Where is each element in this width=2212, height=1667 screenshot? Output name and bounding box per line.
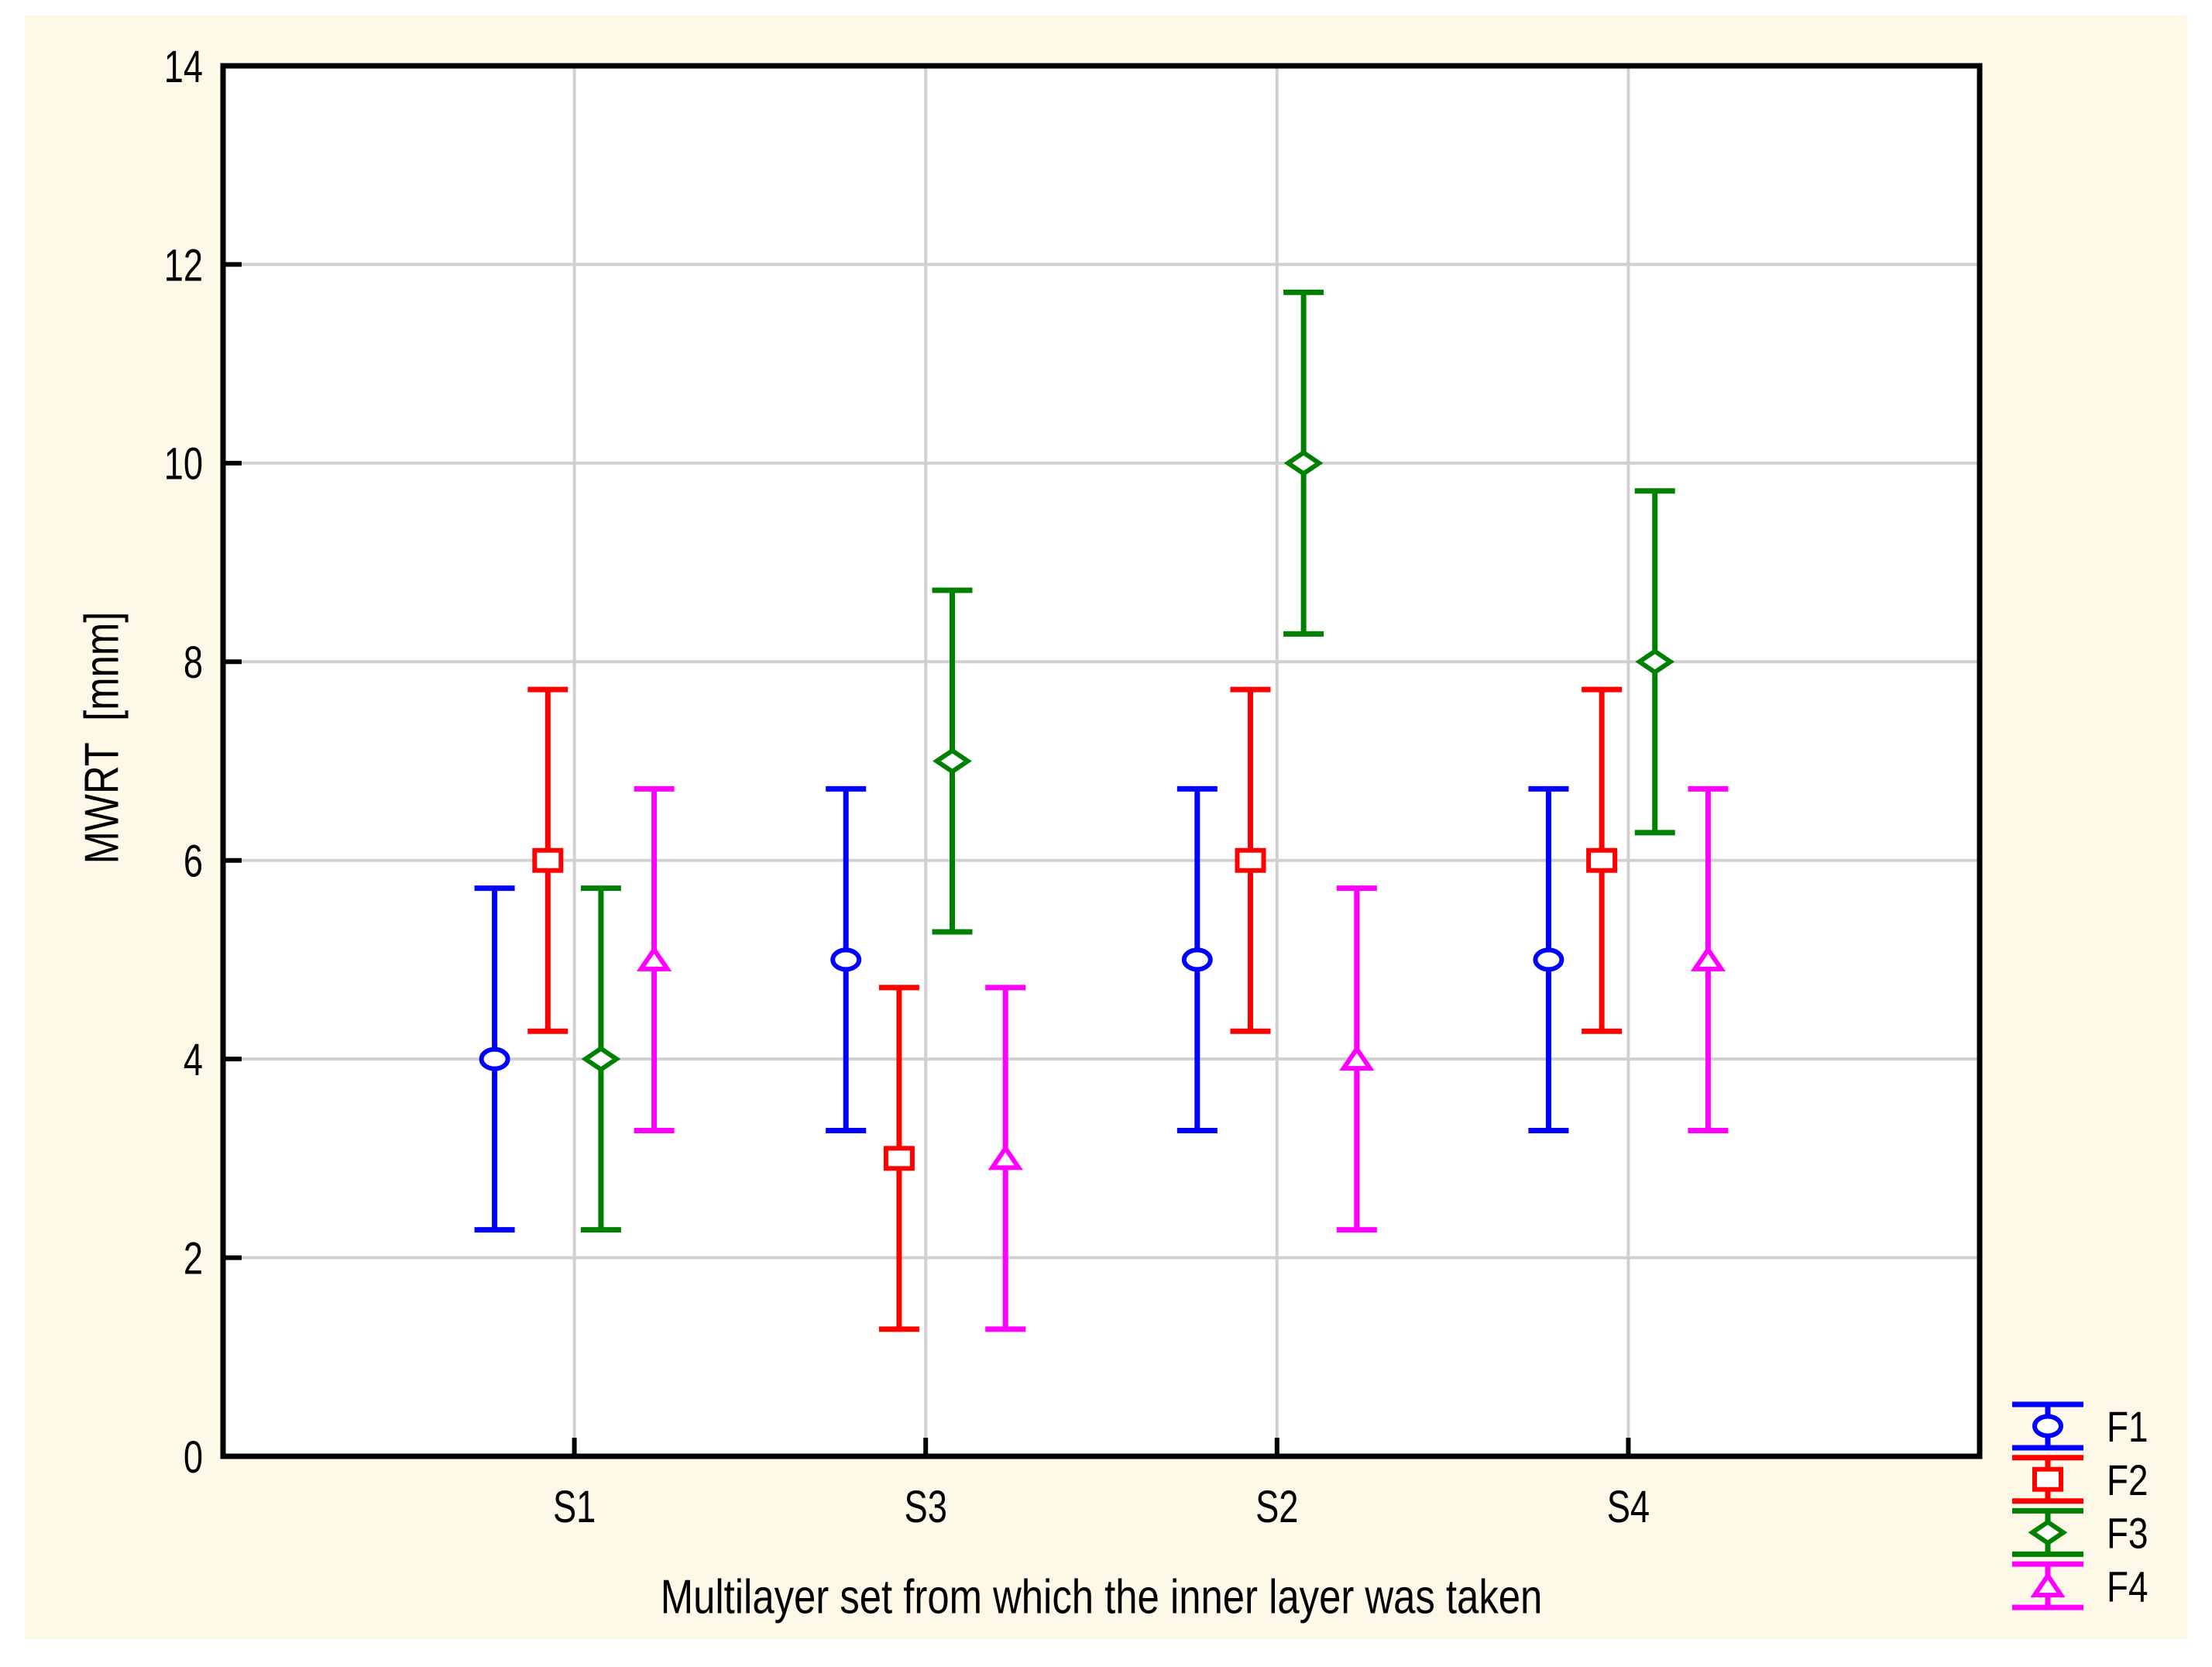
y-axis-title: MWRT [mnm] — [76, 612, 129, 864]
legend-entry-F2: F2 — [2012, 1455, 2148, 1504]
y-tick-label: 2 — [184, 1234, 203, 1284]
circle-marker — [2032, 1414, 2063, 1438]
plot-area — [223, 66, 1980, 1456]
x-category-label: S2 — [1255, 1483, 1298, 1533]
errorbar-F3-S2 — [1283, 289, 1324, 637]
plot-border — [220, 63, 1983, 1459]
y-tick-label: 8 — [184, 638, 203, 689]
triangle-marker — [1690, 945, 1726, 971]
y-tick-label: 12 — [164, 241, 203, 291]
triangle-marker — [636, 945, 672, 971]
errorbar-F4-S2 — [1336, 885, 1377, 1233]
errorbar-F4-S1 — [634, 785, 675, 1133]
y-tick-label: 6 — [184, 837, 203, 887]
x-category-label: S4 — [1607, 1483, 1650, 1533]
legend-label: F3 — [2107, 1509, 2148, 1557]
diamond-marker — [1635, 648, 1675, 675]
errorbar-F2-S1 — [527, 686, 568, 1034]
legend-entry-F3: F3 — [2012, 1507, 2148, 1558]
errorbar-F3-S4 — [1634, 488, 1675, 836]
triangle-marker — [1339, 1044, 1375, 1071]
circle-marker — [1181, 947, 1213, 972]
x-category-label: S1 — [553, 1483, 596, 1533]
errorbar-F4-S4 — [1688, 785, 1729, 1133]
errorbar-F3-S3 — [932, 587, 973, 935]
diamond-marker — [933, 748, 972, 775]
errorbar-F1-S2 — [1176, 785, 1218, 1133]
legend-entry-F1: F1 — [2012, 1401, 2148, 1451]
square-marker — [2032, 1466, 2063, 1492]
diamond-marker — [1283, 449, 1324, 476]
square-marker — [1586, 847, 1618, 873]
y-tick-label: 4 — [184, 1036, 203, 1086]
errorbar-F2-S4 — [1582, 686, 1623, 1034]
circle-marker — [830, 947, 862, 972]
legend-label: F4 — [2107, 1562, 2148, 1610]
square-marker — [883, 1146, 915, 1171]
legend-label: F2 — [2107, 1456, 2148, 1504]
errorbar-F4-S3 — [985, 985, 1026, 1332]
y-tick-label: 10 — [164, 439, 203, 490]
errorbar-F2-S3 — [878, 985, 919, 1332]
diamond-marker — [581, 1046, 621, 1073]
series-F2 — [527, 686, 1623, 1332]
square-marker — [1235, 847, 1266, 873]
legend: F1 F2 F3 F4 — [2012, 1401, 2148, 1610]
triangle-marker — [988, 1144, 1023, 1170]
square-marker — [532, 847, 564, 873]
circle-marker — [1533, 947, 1565, 972]
series-F3 — [580, 289, 1675, 1233]
y-tick-label: 0 — [184, 1433, 203, 1483]
errorbar-F2-S2 — [1230, 686, 1271, 1034]
diamond-marker — [2028, 1519, 2068, 1546]
errorbar-F1-S1 — [474, 885, 515, 1233]
legend-label: F1 — [2107, 1403, 2148, 1451]
circle-marker — [479, 1047, 510, 1071]
x-category-label: S3 — [905, 1483, 947, 1533]
errorbar-F1-S3 — [826, 785, 867, 1133]
legend-entry-F4: F4 — [2012, 1561, 2148, 1610]
series-F4 — [634, 785, 1729, 1332]
y-tick-label: 14 — [164, 43, 203, 93]
x-axis-title: Multilayer set from which the inner laye… — [661, 1571, 1543, 1624]
series-F1 — [474, 785, 1569, 1233]
triangle-marker — [2030, 1571, 2066, 1598]
errorbar-F1-S4 — [1528, 785, 1569, 1133]
errorbar-F3-S1 — [580, 885, 621, 1233]
